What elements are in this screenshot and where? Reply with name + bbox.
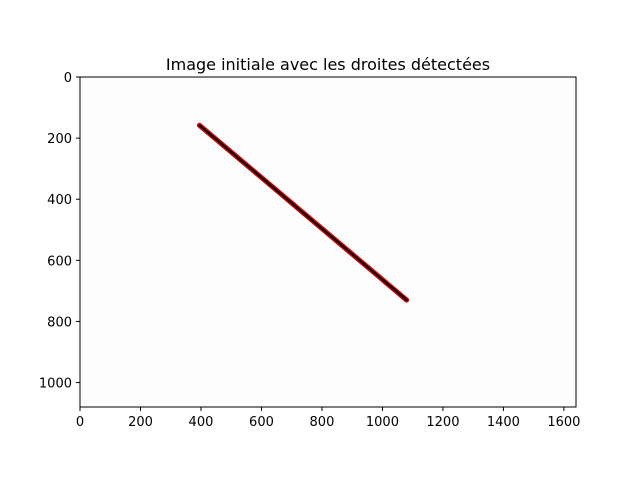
x-tick-label: 1400	[487, 415, 520, 430]
y-tick-label: 1000	[39, 377, 72, 392]
y-tick-label: 400	[47, 193, 72, 208]
y-axis: 0 200 400 600 800 1000	[39, 71, 80, 392]
y-tick-label: 600	[47, 254, 72, 269]
data-layer	[196, 122, 410, 303]
x-tick-label: 1600	[547, 415, 580, 430]
x-axis: 0 200 400 600 800 1000 1200 1400 1600	[76, 407, 580, 430]
plot-area	[80, 77, 576, 407]
y-tick-label: 200	[47, 132, 72, 147]
x-tick-label: 1000	[366, 415, 399, 430]
x-tick-label: 1200	[426, 415, 459, 430]
x-tick-label: 200	[128, 415, 153, 430]
x-tick-label: 400	[189, 415, 214, 430]
chart-title: Image initiale avec les droites détectée…	[166, 55, 490, 74]
x-tick-label: 0	[76, 415, 84, 430]
x-tick-label: 800	[310, 415, 335, 430]
x-tick-label: 600	[249, 415, 274, 430]
y-tick-label: 0	[64, 71, 72, 86]
y-tick-label: 800	[47, 315, 72, 330]
detected-line-0	[198, 124, 408, 302]
plot-frame	[79, 76, 577, 408]
